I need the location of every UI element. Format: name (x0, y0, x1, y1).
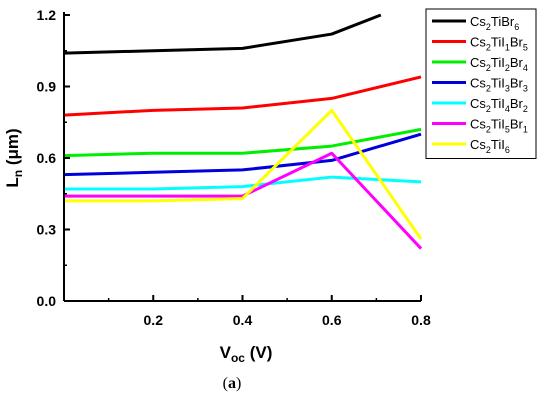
series-lines (63, 13, 423, 250)
legend-entry: Cs2TiI5Br1 (470, 117, 528, 135)
x-axis-title-main: V (220, 343, 232, 362)
caption-letter: a (228, 375, 236, 392)
axes (63, 12, 421, 302)
legend-entry: Cs2TiI4Br2 (470, 96, 528, 114)
caption-close-paren: ) (236, 375, 241, 392)
legend-entry: Cs2TiI6 (470, 137, 510, 155)
y-axis-title: Ln (μm) (3, 128, 25, 187)
series-line-5 (64, 175, 422, 191)
series-line-1 (63, 13, 382, 55)
figure-caption: (a) (223, 375, 242, 392)
x-axis-title: Voc (V) (220, 343, 273, 365)
legend-entry: Cs2TiI1Br5 (470, 35, 528, 53)
series-line-6 (64, 151, 423, 250)
series-line-2 (63, 75, 422, 117)
x-axis-title-sub: oc (231, 351, 245, 365)
legend-entry: Cs2TiI2Br4 (470, 55, 528, 73)
y-axis-title-sub: n (11, 170, 25, 177)
legend-entry: Cs2TiI3Br3 (470, 76, 528, 94)
caption-open-paren: ( (223, 375, 228, 392)
x-tick-label: 0.4 (233, 312, 253, 328)
y-tick-label: 0.0 (37, 293, 57, 309)
x-tick-label: 0.6 (322, 312, 342, 328)
x-axis-ticks: 0.2 0.4 0.6 0.8 (107, 295, 431, 328)
legend-entry: Cs2TiBr6 (470, 14, 519, 32)
x-tick-label: 0.2 (144, 312, 164, 328)
y-axis-title-unit: (μm) (3, 128, 22, 170)
y-axis-title-main: L (3, 177, 22, 187)
series-line-3 (63, 127, 422, 158)
series-line-7 (64, 108, 423, 240)
y-axis-ticks: 0.0 0.3 0.6 0.9 1.2 (37, 7, 70, 309)
legend: Cs2TiBr6 Cs2TiI1Br5 Cs2TiI2Br4 Cs2TiI3Br3 Cs… (425, 8, 537, 159)
y-tick-label: 0.6 (37, 150, 57, 166)
y-tick-label: 0.3 (37, 222, 57, 238)
x-tick-label: 0.8 (411, 312, 431, 328)
y-tick-label: 0.9 (37, 79, 57, 95)
y-tick-label: 1.2 (37, 7, 57, 23)
x-axis-title-unit: (V) (245, 343, 272, 362)
